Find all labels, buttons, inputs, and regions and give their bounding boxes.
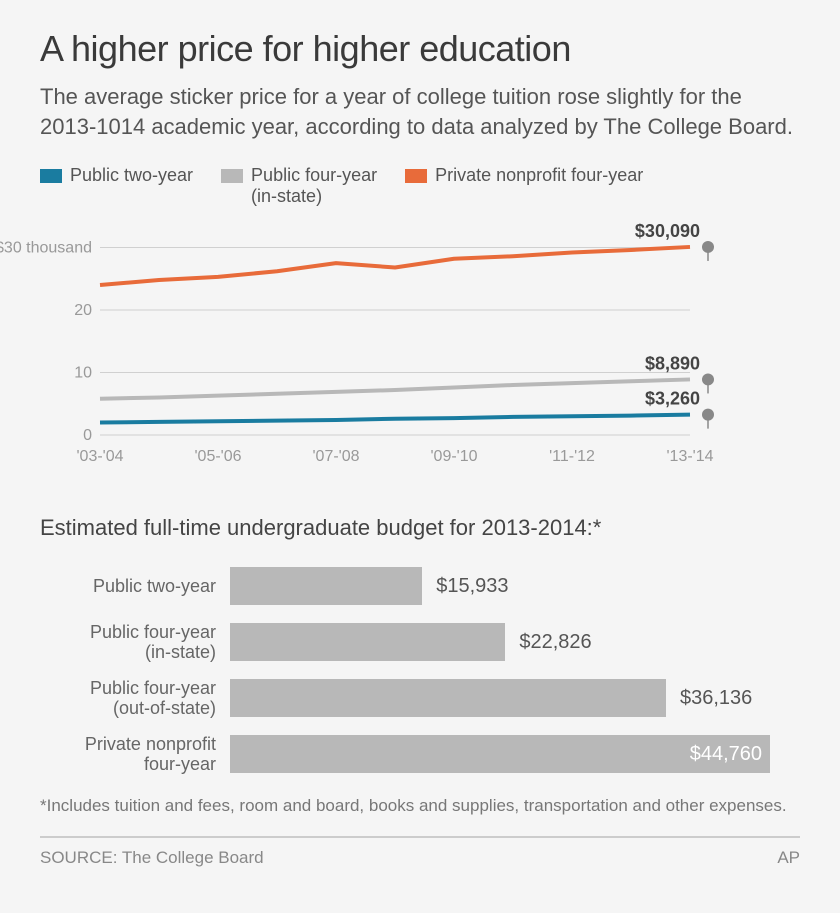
bar-value: $36,136: [680, 687, 752, 710]
bar-fill: [230, 567, 422, 605]
bar-label: Public four-year (out-of-state): [40, 678, 230, 719]
legend-swatch: [40, 169, 62, 183]
svg-text:$30 thousand: $30 thousand: [0, 240, 92, 257]
legend-item: Public four-year (in-state): [221, 165, 377, 207]
legend: Public two-year Public four-year (in-stat…: [40, 165, 800, 207]
svg-text:'05-'06: '05-'06: [194, 448, 241, 465]
bar-row: Public four-year (out-of-state) $36,136: [40, 675, 800, 721]
source-label: SOURCE: The College Board: [40, 848, 264, 868]
legend-label: Public four-year (in-state): [251, 165, 377, 207]
svg-text:$30,090: $30,090: [635, 221, 700, 241]
svg-text:0: 0: [83, 427, 92, 444]
svg-text:'11-'12: '11-'12: [549, 448, 595, 465]
svg-text:20: 20: [74, 302, 92, 319]
bar-fill: [230, 623, 505, 661]
bar-label: Private nonprofit four-year: [40, 734, 230, 775]
legend-swatch: [221, 169, 243, 183]
line-chart: 01020$30 thousand'03-'04'05-'06'07-'08'0…: [40, 225, 800, 465]
bar-row: Public four-year (in-state) $22,826: [40, 619, 800, 665]
svg-text:'03-'04: '03-'04: [76, 448, 123, 465]
legend-label: Public two-year: [70, 165, 193, 186]
svg-text:'13-'14: '13-'14: [666, 448, 713, 465]
bar-section-heading: Estimated full-time undergraduate budget…: [40, 515, 800, 541]
bar-value: $15,933: [436, 575, 508, 598]
bar-value: $44,760: [690, 743, 762, 766]
svg-text:'09-'10: '09-'10: [430, 448, 477, 465]
credit: AP: [777, 848, 800, 868]
bar-value: $22,826: [519, 631, 591, 654]
bar-fill: $44,760: [230, 735, 770, 773]
svg-text:$3,260: $3,260: [645, 389, 700, 409]
footnote: *Includes tuition and fees, room and boa…: [40, 795, 800, 818]
legend-item: Public two-year: [40, 165, 193, 186]
svg-text:10: 10: [74, 365, 92, 382]
source-row: SOURCE: The College Board AP: [40, 836, 800, 868]
subtitle: The average sticker price for a year of …: [40, 82, 800, 141]
page-title: A higher price for higher education: [40, 28, 800, 70]
bar-label: Public four-year (in-state): [40, 622, 230, 663]
bar-chart: Public two-year $15,933 Public four-year (…: [40, 563, 800, 777]
bar-label: Public two-year: [40, 576, 230, 597]
svg-text:'07-'08: '07-'08: [312, 448, 359, 465]
legend-swatch: [405, 169, 427, 183]
legend-item: Private nonprofit four-year: [405, 165, 643, 186]
bar-row: Public two-year $15,933: [40, 563, 800, 609]
legend-label: Private nonprofit four-year: [435, 165, 643, 186]
bar-fill: [230, 679, 666, 717]
svg-text:$8,890: $8,890: [645, 354, 700, 374]
bar-row: Private nonprofit four-year $44,760: [40, 731, 800, 777]
